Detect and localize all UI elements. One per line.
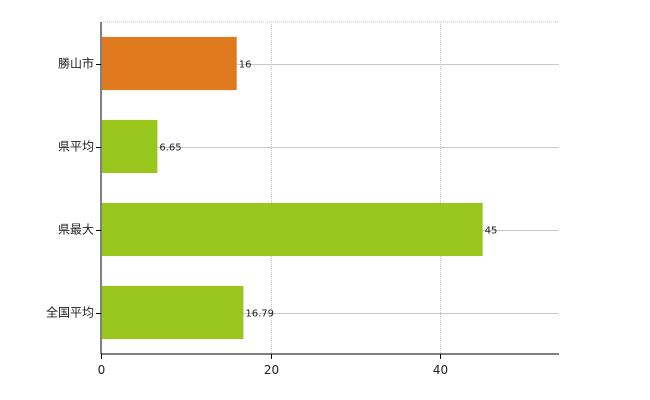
bar-3 bbox=[102, 202, 483, 257]
bars bbox=[102, 36, 483, 340]
bar-1 bbox=[102, 36, 237, 91]
bar-value-label: 6.65 bbox=[159, 143, 181, 154]
labels: 0 20 40 16 勝山市 6.65 県平均 45 県最大 16.79 全国平均 bbox=[46, 56, 497, 378]
axes bbox=[100, 22, 559, 355]
x-tick-label: 40 bbox=[433, 363, 448, 377]
category-label: 県平均 bbox=[58, 140, 94, 154]
category-label: 全国平均 bbox=[46, 305, 94, 320]
bar-value-label: 45 bbox=[485, 226, 498, 237]
bar-4 bbox=[102, 285, 244, 340]
bar-value-label: 16 bbox=[239, 60, 252, 71]
category-label: 県最大 bbox=[58, 223, 94, 237]
x-tick-label: 20 bbox=[264, 363, 279, 377]
category-label: 勝山市 bbox=[58, 56, 94, 71]
bar-2 bbox=[102, 119, 158, 174]
x-tick-label: 0 bbox=[98, 363, 106, 377]
bar-value-label: 16.79 bbox=[245, 309, 274, 320]
